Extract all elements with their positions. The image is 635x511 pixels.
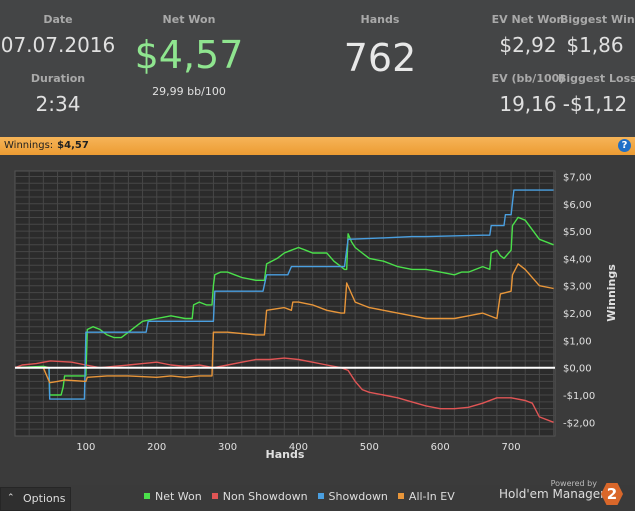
x-tick-label: 400 (289, 442, 308, 453)
legend-swatch (211, 493, 218, 499)
legend-label: All-In EV (408, 490, 455, 503)
legend-item[interactable]: All-In EV (397, 490, 455, 503)
y-tick-label: $0,00 (563, 364, 592, 375)
winnings-summary: Winnings: $4,57 (4, 137, 89, 155)
y-axis-label: Winnings (605, 264, 618, 322)
x-axis-ticks: 100 200 300 400 500 600 700 (76, 442, 520, 453)
brand: Powered by Hold'em Manager 2 (499, 478, 635, 511)
brand-name: Hold'em Manager (499, 487, 606, 501)
x-axis-label: Hands (266, 448, 305, 461)
powered-by-text: Powered by (550, 479, 597, 488)
ev-net-won-value: $2,92 (499, 33, 557, 57)
ev-bb-value: 19,16 (499, 92, 557, 116)
y-tick-label: $5,00 (563, 227, 592, 238)
y-tick-label: $4,00 (563, 254, 592, 265)
y-tick-label: -$2,00 (563, 418, 595, 429)
duration-label: Duration (30, 72, 86, 85)
net-won-label: Net Won (162, 13, 216, 26)
x-tick-label: 600 (431, 442, 450, 453)
legend-label: Showdown (328, 490, 388, 503)
help-icon[interactable]: ? (618, 139, 631, 152)
series-line-non-showdown (14, 357, 554, 423)
x-tick-label: 700 (502, 442, 521, 453)
series-line-all-in-ev (15, 263, 554, 384)
legend-item[interactable]: Non Showdown (211, 490, 308, 503)
options-label: Options (23, 492, 66, 505)
biggest-win-value: $1,86 (566, 33, 624, 57)
x-tick-label: 100 (76, 442, 95, 453)
net-won-value: $4,57 (134, 33, 244, 77)
x-tick-label: 500 (360, 442, 379, 453)
y-tick-label: $3,00 (563, 282, 592, 293)
chevron-up-icon: ⌃ (7, 493, 15, 503)
y-tick-label: $2,00 (563, 309, 592, 320)
hm2-logo-icon: 2 (601, 483, 623, 505)
legend-swatch (144, 493, 150, 499)
hands-value: 762 (343, 36, 417, 80)
date-value: 07.07.2016 (0, 33, 116, 57)
net-won-bb: 29,99 bb/100 (152, 85, 226, 98)
series-lines (14, 189, 554, 423)
stats-panel: Date 07.07.2016 Duration 2:34 Net Won $4… (0, 0, 635, 137)
biggest-win-label: Biggest Win (560, 13, 635, 26)
plot-background (14, 170, 556, 437)
biggest-loss-label: Biggest Loss (558, 72, 635, 85)
y-tick-label: $7,00 (563, 172, 592, 183)
y-tick-label: $1,00 (563, 336, 592, 347)
y-tick-label: $6,00 (563, 200, 592, 211)
options-button[interactable]: ⌃ Options (0, 487, 71, 511)
ev-bb-label: EV (bb/100) (491, 72, 565, 85)
winnings-bar: Winnings: $4,57 ? (0, 137, 635, 155)
date-label: Date (43, 13, 73, 26)
legend-swatch (317, 493, 324, 499)
series-line-showdown (15, 189, 554, 400)
grid-lines (15, 171, 555, 436)
ev-net-won-label: EV Net Won (491, 13, 565, 26)
legend-label: Non Showdown (222, 490, 308, 503)
duration-value: 2:34 (35, 92, 81, 116)
legend-label: Net Won (155, 490, 202, 503)
chart-legend: Net Won Non Showdown Showdown All-In EV (144, 490, 465, 503)
winnings-value: $4,57 (57, 140, 89, 151)
y-axis-ticks: $7,00 $6,00 $5,00 $4,00 $3,00 $2,00 $1,00 $0,00… (563, 172, 595, 429)
y-tick-label: -$1,00 (563, 391, 595, 402)
x-tick-label: 200 (147, 442, 166, 453)
hands-label: Hands (360, 13, 400, 26)
series-line-net-won (14, 216, 554, 396)
footer (0, 485, 635, 511)
legend-item[interactable]: Net Won (144, 490, 202, 503)
legend-swatch (397, 493, 404, 499)
x-tick-label: 300 (218, 442, 237, 453)
winnings-label: Winnings: (4, 140, 54, 151)
biggest-loss-value: -$1,12 (562, 92, 628, 116)
winnings-chart: 100 200 300 400 500 600 700 $7,00 $6,00 $5,00 $4,… (14, 170, 618, 461)
legend-item[interactable]: Showdown (317, 490, 388, 503)
